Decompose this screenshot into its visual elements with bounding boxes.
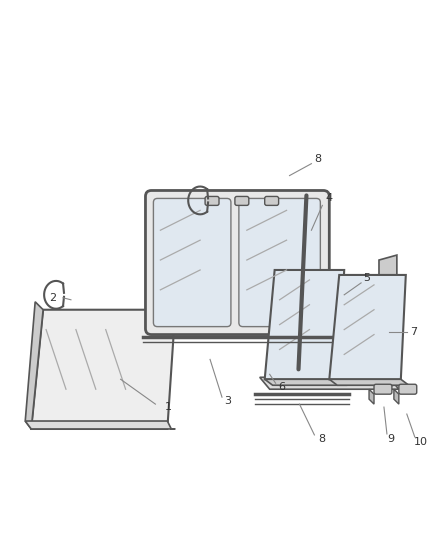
FancyBboxPatch shape (205, 197, 219, 205)
Text: 1: 1 (165, 402, 172, 412)
FancyBboxPatch shape (239, 198, 320, 327)
FancyBboxPatch shape (399, 384, 417, 394)
Text: 7: 7 (410, 327, 417, 336)
Text: 8: 8 (318, 434, 325, 444)
Polygon shape (260, 377, 399, 389)
FancyBboxPatch shape (153, 198, 231, 327)
Text: 10: 10 (414, 437, 428, 447)
Polygon shape (25, 421, 175, 429)
Polygon shape (25, 302, 43, 429)
FancyBboxPatch shape (235, 197, 249, 205)
Polygon shape (394, 389, 399, 404)
Text: 6: 6 (278, 382, 285, 392)
FancyBboxPatch shape (265, 197, 279, 205)
Polygon shape (369, 389, 374, 404)
FancyBboxPatch shape (374, 384, 392, 394)
Polygon shape (265, 270, 344, 379)
Polygon shape (379, 255, 397, 389)
Polygon shape (329, 275, 406, 379)
Text: 4: 4 (326, 193, 333, 204)
Text: 3: 3 (224, 396, 231, 406)
Text: 5: 5 (364, 273, 371, 283)
Polygon shape (265, 379, 347, 385)
Text: 9: 9 (387, 434, 395, 444)
Text: 2: 2 (49, 293, 57, 303)
Polygon shape (329, 379, 409, 385)
FancyBboxPatch shape (145, 190, 329, 335)
Text: 8: 8 (314, 154, 321, 164)
Polygon shape (31, 310, 175, 429)
